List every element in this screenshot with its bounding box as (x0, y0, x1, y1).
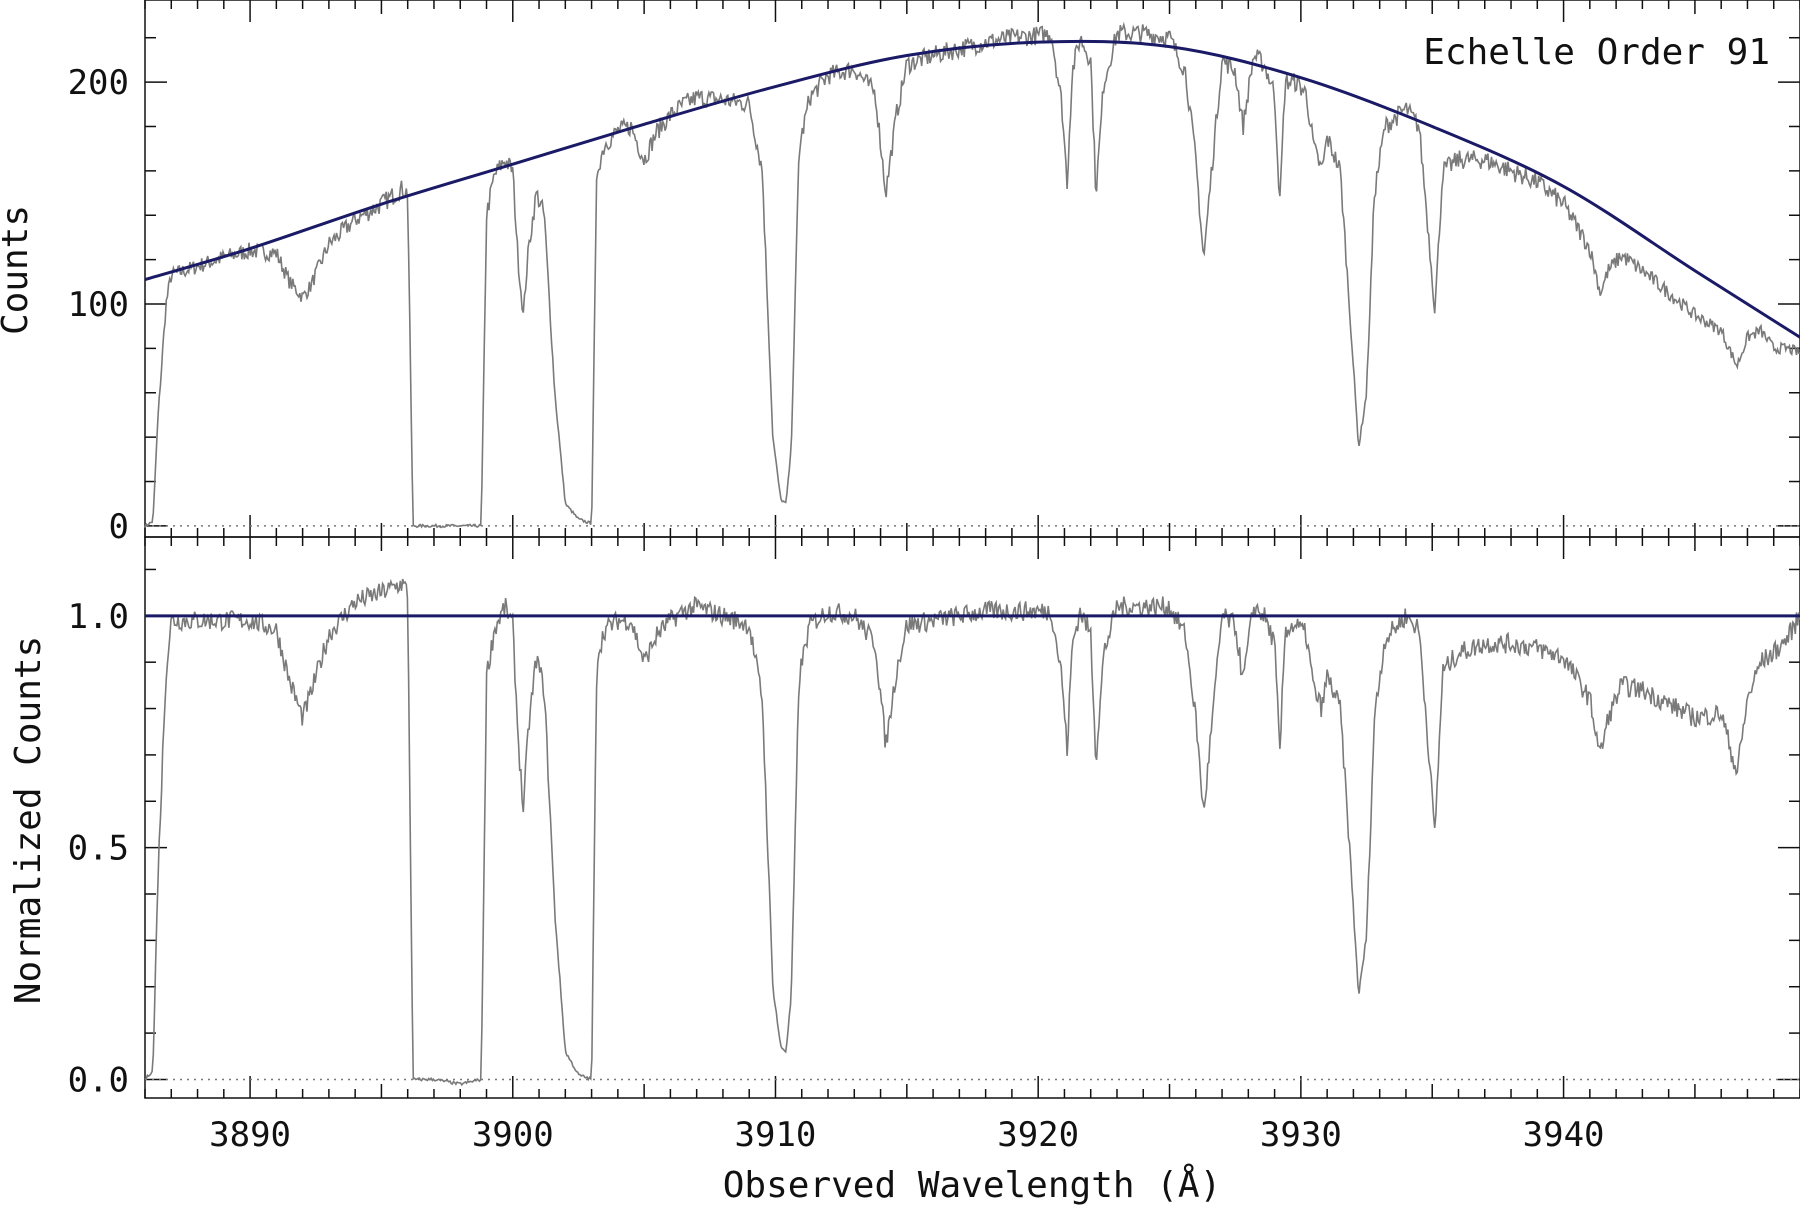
bottom-panel: 3890 3900 3910 3920 3930 3940 0.0 0.5 1.0 Normal… (8, 536, 1800, 1206)
y-tick-label: 100 (68, 285, 129, 325)
y-tick-label: 0.0 (68, 1060, 129, 1100)
x-tick-label: 3910 (735, 1115, 817, 1155)
panel-title: Echelle Order 91 (1423, 32, 1770, 73)
x-axis-title: Observed Wavelength (Å) (723, 1163, 1222, 1206)
x-tick-label: 3900 (472, 1115, 554, 1155)
y-tick-label: 200 (68, 63, 129, 103)
bottom-panel-ticks (144, 537, 1800, 1098)
continuum-fit-line (144, 39, 1800, 339)
top-panel-ticks (144, 0, 1800, 537)
top-panel: 0 100 200 Echelle Order 91 Counts (0, 0, 1800, 547)
top-panel-frame (144, 0, 1800, 538)
y-tick-label: 0.5 (68, 829, 129, 869)
spectrum-line (144, 21, 1800, 529)
x-tick-label: 3890 (209, 1115, 291, 1155)
y-tick-label: 1.0 (68, 597, 129, 637)
spectrum-line (144, 578, 1800, 1087)
top-y-axis-title: Counts (0, 205, 36, 335)
bottom-panel-tick-labels: 3890 3900 3910 3920 3930 3940 0.0 0.5 1.0 (68, 597, 1605, 1155)
top-panel-series (144, 21, 1800, 529)
bottom-panel-frame (144, 536, 1800, 1099)
y-tick-label: 0 (109, 507, 129, 547)
x-tick-label: 3940 (1523, 1115, 1605, 1155)
bottom-y-axis-title: Normalized Counts (8, 636, 49, 1004)
x-tick-label: 3930 (1260, 1115, 1342, 1155)
x-tick-label: 3920 (997, 1115, 1079, 1155)
top-panel-tick-labels: 0 100 200 (68, 63, 129, 547)
bottom-panel-series (144, 578, 1800, 1087)
